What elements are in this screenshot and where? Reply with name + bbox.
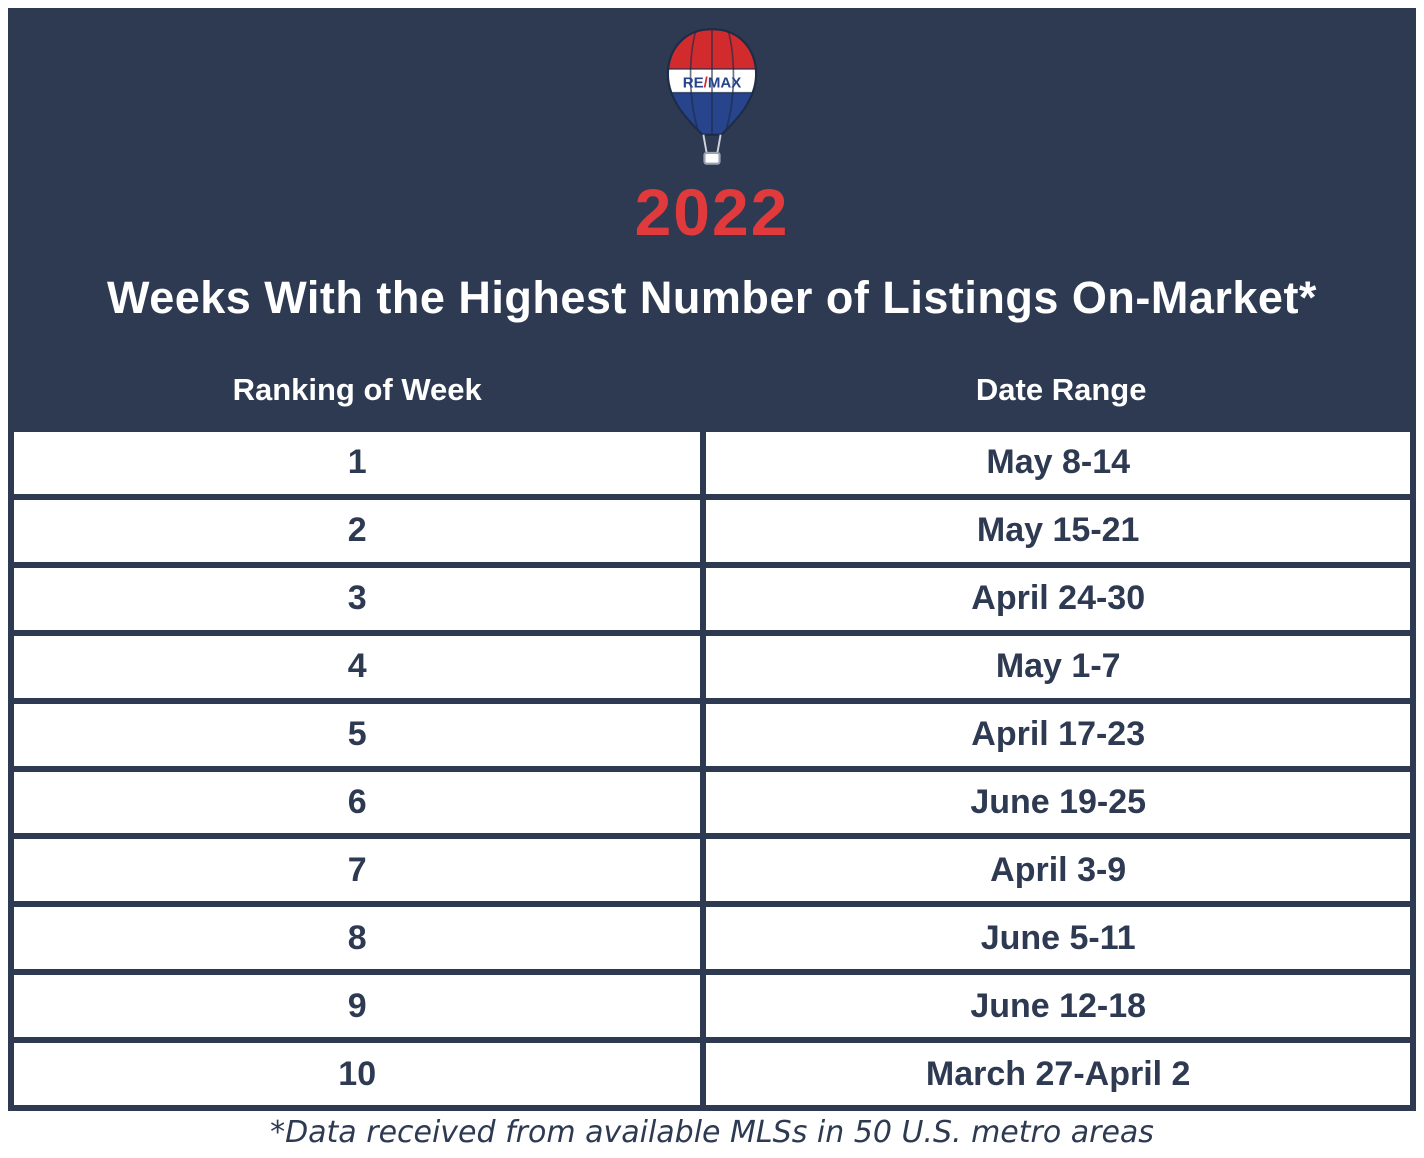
rank-cell: 7 [14, 839, 707, 902]
table-row: 4 May 1-7 [14, 635, 1410, 704]
table-row: 8 June 5-11 [14, 907, 1410, 976]
date-range-cell: March 27-April 2 [925, 1054, 1191, 1093]
date-range-cell: June 5-11 [980, 918, 1136, 957]
date-range-cell: May 1-7 [995, 647, 1121, 686]
date-range-cell: May 15-21 [976, 511, 1140, 550]
table-row: 3 April 24-30 [14, 567, 1410, 636]
svg-text:RE/MAX: RE/MAX [683, 74, 742, 91]
rank-cell: 8 [14, 907, 707, 970]
rank-cell: 5 [14, 703, 707, 766]
rank-cell: 4 [14, 635, 707, 698]
date-range-cell: April 3-9 [990, 850, 1127, 889]
balloon-svg: RE/MAX [666, 28, 758, 165]
table-row: 2 May 15-21 [14, 499, 1410, 568]
table-row: 1 May 8-14 [14, 432, 1410, 500]
date-range-cell: April 17-23 [971, 715, 1146, 754]
rank-cell: 3 [14, 567, 707, 630]
date-range-cell: June 19-25 [970, 782, 1147, 821]
column-header-ranking: Ranking of Week [232, 372, 482, 407]
column-headers: Ranking of Week Date Range [8, 372, 1416, 432]
table-row: 10 March 27-April 2 [14, 1043, 1410, 1112]
date-range-cell: April 24-30 [971, 579, 1146, 618]
column-header-date-range: Date Range [975, 372, 1147, 407]
rank-cell: 10 [14, 1043, 707, 1106]
date-range-cell: May 8-14 [986, 443, 1131, 482]
table-row: 5 April 17-23 [14, 703, 1410, 772]
year-heading: 2022 [634, 175, 790, 249]
date-range-cell: June 12-18 [970, 986, 1147, 1025]
rank-cell: 2 [14, 499, 707, 562]
rank-cell: 9 [14, 975, 707, 1038]
table-row: 6 June 19-25 [14, 771, 1410, 840]
remax-balloon-icon: RE/MAX [8, 26, 1416, 168]
rank-cell: 1 [14, 432, 707, 494]
table-row: 7 April 3-9 [14, 839, 1410, 908]
rank-cell: 6 [14, 771, 707, 834]
rankings-table: 1 May 8-14 2 May 15-21 3 April 24-30 4 May 1-7 5… [8, 432, 1416, 1112]
footnote: *Data received from available MLSs in 50… [8, 1111, 1416, 1158]
header: RE/MAX 2022 Weeks With the Highest Numbe… [8, 8, 1416, 432]
page-title: Weeks With the Highest Number of Listing… [107, 272, 1317, 323]
table-row: 9 June 12-18 [14, 975, 1410, 1044]
